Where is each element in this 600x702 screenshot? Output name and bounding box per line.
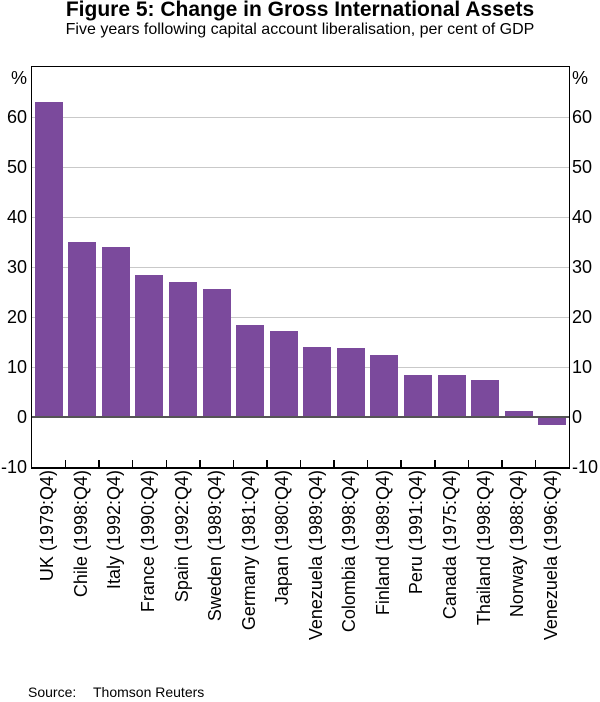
bar-japan-1980-q4	[269, 331, 298, 417]
x-axis-tick	[165, 460, 167, 467]
x-label-norway-1988-q4: Norway (1988:Q4)	[507, 470, 528, 618]
bar-italy-1992-q4	[101, 247, 130, 417]
bar-norway-1988-q4	[504, 411, 533, 417]
plot-area	[31, 66, 570, 469]
x-axis-tick	[534, 460, 537, 467]
x-label-japan-1980-q4: Japan (1980:Q4)	[272, 470, 293, 606]
bar-peru-1991-q4	[403, 375, 432, 417]
y-tick-label-right-60: 60	[572, 107, 593, 127]
x-axis-tick	[64, 460, 67, 467]
source-value: Thomson Reuters	[93, 684, 205, 700]
x-label-venezuela-1996-q4: Venezuela (1996:Q4)	[540, 470, 561, 641]
y-tick-label-right-50: 50	[572, 157, 593, 177]
y-tick-label-left-0: 0	[16, 407, 27, 427]
source-label: Source:	[28, 684, 77, 700]
y-tick-label-left-60: 60	[6, 107, 27, 127]
gridline-10	[32, 366, 569, 368]
x-label-uk-1979-q4: UK (1979:Q4)	[37, 470, 58, 582]
x-axis-tick	[366, 460, 369, 467]
bar-canada-1975-q4	[437, 375, 466, 417]
bar-venezuela-1996-q4	[538, 417, 567, 425]
x-label-italy-1992-q4: Italy (1992:Q4)	[104, 470, 125, 590]
y-tick-label-left-20: 20	[6, 307, 27, 327]
x-label-chile-1998-q4: Chile (1998:Q4)	[70, 470, 91, 598]
x-axis-tick	[333, 460, 335, 467]
x-label-france-1990-q4: France (1990:Q4)	[137, 470, 158, 613]
gridline-50	[32, 166, 569, 168]
gridline-60	[32, 116, 569, 118]
x-label-venezuela-1989-q4: Venezuela (1989:Q4)	[305, 470, 326, 641]
bar-spain-1992-q4	[169, 282, 198, 417]
bar-venezuela-1989-q4	[303, 347, 332, 417]
x-label-peru-1991-q4: Peru (1991:Q4)	[406, 470, 427, 595]
x-label-finland-1989-q4: Finland (1989:Q4)	[372, 470, 393, 616]
y-tick-label-left-40: 40	[6, 207, 27, 227]
y-tick-label-left-30: 30	[6, 257, 27, 277]
x-axis-tick	[266, 460, 268, 467]
y-tick-label-right-40: 40	[572, 207, 593, 227]
y-axis-unit-right: %	[572, 68, 589, 88]
y-tick-label-left--10: -10	[0, 457, 27, 477]
x-axis-tick	[467, 460, 470, 467]
x-label-thailand-1998-q4: Thailand (1998:Q4)	[473, 470, 494, 626]
chart-subtitle: Five years following capital account lib…	[65, 21, 535, 38]
x-label-sweden-1989-q4: Sweden (1989:Q4)	[205, 470, 226, 622]
bar-uk-1979-q4	[34, 102, 63, 417]
x-axis-tick	[98, 460, 100, 467]
x-axis-tick	[299, 460, 302, 467]
x-axis-tick	[199, 460, 201, 467]
y-tick-label-right-30: 30	[572, 257, 593, 277]
x-axis-tick	[434, 460, 436, 467]
bar-thailand-1998-q4	[471, 380, 500, 417]
bar-colombia-1998-q4	[336, 347, 365, 417]
x-label-colombia-1998-q4: Colombia (1998:Q4)	[339, 470, 360, 633]
y-axis-unit-left: %	[10, 68, 27, 88]
x-axis-tick	[501, 460, 503, 467]
zero-line	[32, 416, 569, 418]
x-label-germany-1981-q4: Germany (1981:Q4)	[238, 470, 259, 631]
bar-sweden-1989-q4	[202, 288, 231, 417]
y-tick-label-right-20: 20	[572, 307, 593, 327]
x-label-spain-1992-q4: Spain (1992:Q4)	[171, 470, 192, 603]
y-tick-label-right-0: 0	[572, 407, 583, 427]
y-tick-label-left-10: 10	[6, 357, 27, 377]
y-tick-label-right--10: -10	[572, 457, 599, 477]
x-label-canada-1975-q4: Canada (1975:Q4)	[440, 470, 461, 620]
y-tick-label-left-50: 50	[6, 157, 27, 177]
bar-germany-1981-q4	[236, 324, 265, 417]
gridline-30	[32, 266, 569, 268]
x-axis-tick	[400, 460, 402, 467]
bar-france-1990-q4	[135, 275, 164, 417]
chart-title: Figure 5: Change in Gross International …	[65, 0, 535, 21]
y-tick-label-right-10: 10	[572, 357, 593, 377]
x-axis-tick	[232, 460, 235, 467]
bar-chile-1998-q4	[68, 242, 97, 417]
gridline-40	[32, 216, 569, 218]
x-axis-tick	[131, 460, 134, 467]
gridline-20	[32, 316, 569, 318]
bar-finland-1989-q4	[370, 355, 399, 417]
